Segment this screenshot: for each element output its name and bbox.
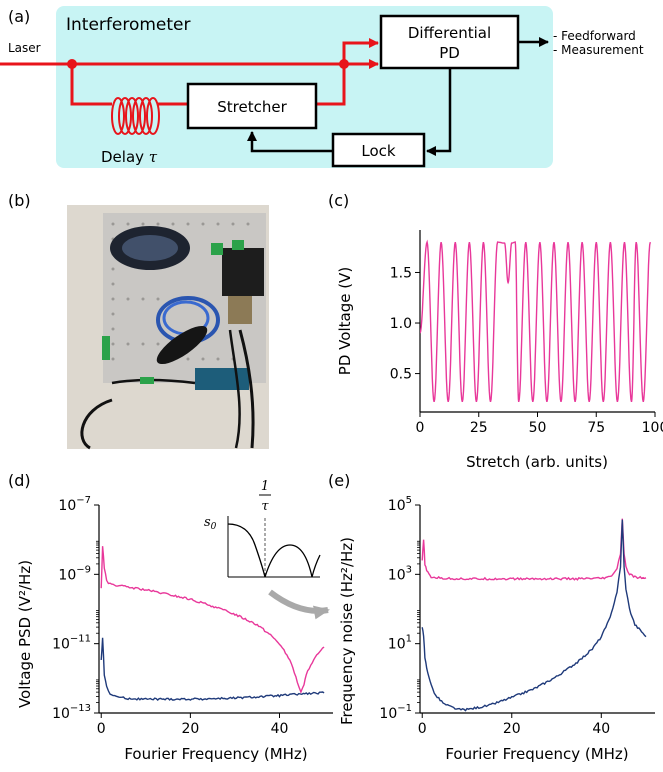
connectors (228, 296, 252, 324)
chart-frequency-noise: Frequency noise (Hz²/Hz) Fourier Frequen… (338, 495, 655, 763)
inset-frac-den: τ (261, 499, 269, 514)
chart-e-xlabel: Fourier Frequency (MHz) (445, 745, 628, 763)
chart-c-xtick-label: 100 (642, 420, 663, 436)
chart-d-ytick-label: 10−7 (58, 495, 91, 514)
chart-e-xtick-label: 20 (503, 721, 521, 737)
chart-d-xtick-label: 0 (97, 721, 106, 737)
splitter-node (67, 59, 77, 69)
delay-coil-icon (111, 97, 160, 135)
chart-e-ytick-label: 10−1 (379, 703, 412, 722)
inset-arrow (268, 589, 330, 620)
chart-d-ylabel: Voltage PSD (V²/Hz) (16, 560, 34, 708)
chart-c-ytick-label: 0.5 (390, 367, 412, 383)
panel-label-a: (a) (8, 7, 30, 26)
chart-e-ylabel: Frequency noise (Hz²/Hz) (338, 537, 356, 725)
delay-label: Delay τ (101, 148, 158, 166)
detector-box (222, 248, 264, 296)
fiber-paddle (156, 325, 208, 365)
inset-curve (227, 523, 266, 578)
laser-label: Laser (8, 41, 41, 55)
chart-e-ytick-label: 105 (388, 495, 412, 514)
chart-c-xtick-label: 0 (416, 420, 425, 436)
pd-label-line2: PD (439, 44, 460, 62)
interferometer-title: Interferometer (66, 15, 191, 35)
stretcher-box (186, 82, 318, 130)
chart-d-ytick-label: 10−11 (52, 634, 91, 653)
panel-label-d: (d) (8, 471, 31, 490)
transfer-function-inset: s0 1 τ (204, 479, 330, 620)
lock-label: Lock (361, 142, 396, 160)
optical-paths (0, 38, 379, 106)
chart-c-ytick-label: 1.0 (390, 316, 412, 332)
breadboard-holes (111, 222, 250, 361)
lock-box (331, 132, 426, 168)
chart-e-xtick-label: 40 (592, 721, 610, 737)
chart-d-series-1 (100, 637, 325, 701)
panel-label-c: (c) (328, 191, 349, 210)
chart-d-xlabel: Fourier Frequency (MHz) (124, 745, 307, 763)
electrical-paths (247, 37, 549, 156)
inset-s0-label: s0 (204, 515, 217, 532)
output-measurement: - Measurement (553, 43, 644, 57)
chart-e-xtick-label: 0 (418, 721, 427, 737)
chart-pd-voltage: PD Voltage (V) Stretch (arb. units) 0 25 5… (336, 230, 663, 471)
panel-label-b: (b) (8, 191, 31, 210)
microcontroller-board (195, 368, 249, 390)
chart-c-xtick-label: 25 (470, 420, 488, 436)
chart-e-ytick-label: 103 (388, 564, 412, 583)
chart-e-series-0 (421, 518, 647, 581)
chart-c-series-0 (420, 239, 651, 403)
interferometer-diagram: (a) Interferometer Laser Delay τ Stretch… (0, 6, 644, 168)
pd-label-line1: Differential (408, 24, 491, 42)
stretcher-label: Stretcher (217, 98, 287, 116)
panel-label-e: (e) (328, 471, 350, 490)
chart-e-series-1 (421, 519, 647, 712)
chart-d-xtick-label: 40 (271, 721, 289, 737)
chart-c-ytick-label: 1.5 (390, 265, 412, 281)
output-feedforward: - Feedforward (553, 29, 636, 43)
fiber-spool-inner (122, 235, 178, 261)
apparatus-photo: (b) (8, 191, 269, 450)
inset-frac-num: 1 (261, 479, 269, 494)
chart-c-ylabel: PD Voltage (V) (336, 267, 354, 375)
chart-e-ytick-label: 101 (388, 634, 412, 653)
chart-c-xtick-label: 75 (587, 420, 605, 436)
combiner-node (339, 59, 349, 69)
chart-c-xtick-label: 50 (529, 420, 547, 436)
chart-d-ytick-label: 10−9 (58, 564, 91, 583)
chart-voltage-psd: Voltage PSD (V²/Hz) Fourier Frequency (M… (16, 495, 333, 763)
chart-d-ytick-label: 10−13 (52, 703, 91, 722)
chart-d-xtick-label: 20 (181, 721, 199, 737)
chart-c-xlabel: Stretch (arb. units) (466, 453, 608, 471)
chart-d-series-0 (100, 546, 325, 694)
